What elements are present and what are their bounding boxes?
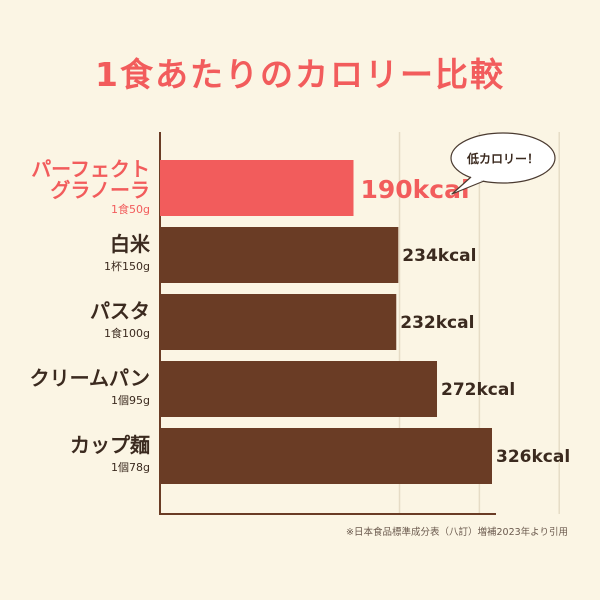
callout-bubble [450,132,556,184]
chart-title: 1食あたりのカロリー比較 [95,55,505,94]
category-label: カップ麺 [70,433,150,457]
category-label: パーフェクト [31,157,150,181]
category-label: クリームパン [30,366,150,390]
portion-label: 1杯150g [104,259,150,273]
bar [160,428,492,484]
category-label: 白米 [110,232,151,256]
category-label: パスタ [90,299,150,323]
source-note: ※日本食品標準成分表（八訂）増補2023年より引用 [346,527,568,538]
value-label: 232kcal [400,313,474,333]
bar [160,227,399,283]
portion-label: 1食100g [104,326,150,340]
portion-label: 1個78g [111,461,150,474]
bar [160,361,438,417]
callout-tail-mask [472,174,486,180]
value-label: 326kcal [496,447,570,467]
value-label: 234kcal [402,246,476,266]
bar [160,160,354,216]
category-label: グラノーラ [50,178,150,202]
portion-label: 1個95g [111,394,150,407]
callout-tail [451,176,485,195]
bar [160,294,397,350]
portion-label: 1食50g [111,202,150,216]
value-label: 190kcal [360,175,469,204]
callout-text: 低カロリー！ [466,151,539,166]
value-label: 272kcal [441,380,515,400]
